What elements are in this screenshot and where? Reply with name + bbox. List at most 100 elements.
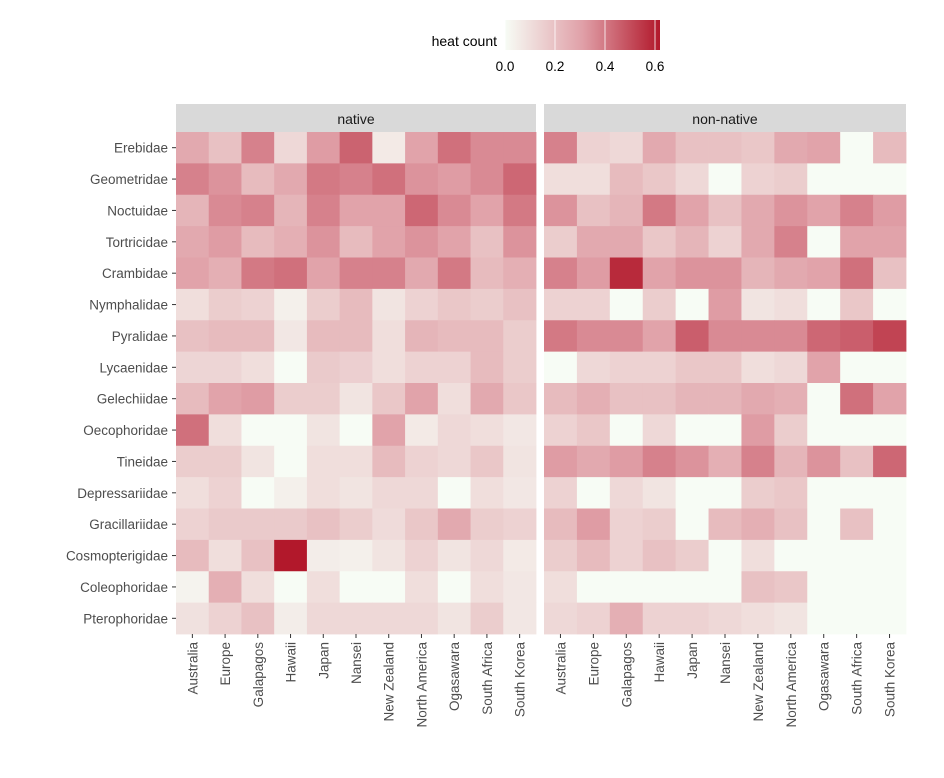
heat-cell bbox=[741, 414, 775, 447]
heat-cell bbox=[405, 132, 439, 164]
y-tick-label: Nymphalidae bbox=[89, 298, 168, 313]
heat-cell bbox=[708, 383, 742, 415]
heat-cell bbox=[176, 414, 210, 447]
heat-cell bbox=[470, 571, 504, 604]
heat-cell bbox=[208, 163, 242, 196]
x-tick-label: Galapagos bbox=[619, 642, 634, 708]
heat-cell bbox=[503, 257, 537, 290]
legend-tick-label: 0.0 bbox=[496, 59, 515, 74]
heat-cell bbox=[405, 288, 439, 321]
heat-cell bbox=[807, 163, 841, 196]
heat-cell bbox=[807, 539, 841, 572]
heat-cell bbox=[405, 320, 439, 353]
heat-cell bbox=[675, 194, 709, 227]
heat-cell bbox=[470, 132, 504, 164]
heat-cell bbox=[306, 257, 341, 290]
heat-cell bbox=[807, 226, 841, 258]
heat-cell bbox=[840, 445, 874, 478]
heat-cell bbox=[405, 257, 439, 290]
heat-cell bbox=[873, 194, 907, 227]
heat-cell bbox=[176, 257, 210, 290]
heat-cell bbox=[306, 320, 341, 353]
heat-cell bbox=[470, 508, 504, 541]
heat-cell bbox=[372, 163, 406, 196]
heat-cell bbox=[372, 194, 406, 227]
x-tick-label: Ogasawara bbox=[817, 642, 832, 712]
legend-tick-label: 0.6 bbox=[646, 59, 665, 74]
heat-cell bbox=[774, 257, 808, 290]
heat-cell bbox=[176, 571, 210, 604]
heat-cell bbox=[503, 477, 537, 509]
heat-cell bbox=[544, 257, 578, 290]
heat-cell bbox=[675, 508, 709, 541]
heat-cell bbox=[176, 508, 210, 541]
heat-cell bbox=[339, 226, 373, 258]
heat-cell bbox=[241, 288, 275, 321]
legend-title: heat count bbox=[432, 33, 497, 49]
heat-cell bbox=[642, 226, 677, 258]
heat-cell bbox=[241, 320, 275, 353]
heat-cell bbox=[675, 383, 709, 415]
heat-cell bbox=[372, 445, 406, 478]
heat-cell bbox=[544, 351, 578, 384]
heat-cell bbox=[873, 288, 907, 321]
heat-cell bbox=[503, 288, 537, 321]
heat-cell bbox=[470, 445, 504, 478]
heat-cell bbox=[807, 508, 841, 541]
heat-cell bbox=[741, 163, 775, 196]
heat-cell bbox=[675, 602, 709, 635]
heat-cell bbox=[642, 194, 677, 227]
heat-cell bbox=[642, 414, 677, 447]
heat-cell bbox=[609, 257, 644, 290]
heat-cell bbox=[241, 508, 275, 541]
heat-cell bbox=[873, 257, 907, 290]
y-tick-label: Tortricidae bbox=[106, 235, 168, 250]
x-tick-label: South Africa bbox=[480, 642, 495, 715]
heat-cell bbox=[241, 132, 275, 164]
heat-cell bbox=[642, 383, 677, 415]
heat-cell bbox=[544, 226, 578, 258]
heat-cell bbox=[708, 414, 742, 447]
heat-cell bbox=[609, 477, 644, 509]
heat-cell bbox=[503, 132, 537, 164]
heat-cell bbox=[576, 414, 611, 447]
x-tick-label: Australia bbox=[553, 642, 568, 695]
heat-cell bbox=[741, 226, 775, 258]
heat-cell bbox=[642, 163, 677, 196]
y-tick-label: Coleophoridae bbox=[80, 580, 168, 595]
heat-cell bbox=[306, 539, 341, 572]
y-tick-label: Erebidae bbox=[114, 141, 168, 156]
heat-cell bbox=[208, 226, 242, 258]
heat-cell bbox=[306, 132, 341, 164]
heat-cell bbox=[741, 477, 775, 509]
heat-cell bbox=[840, 539, 874, 572]
heat-cell bbox=[544, 539, 578, 572]
heat-cell bbox=[576, 163, 611, 196]
heat-cell bbox=[544, 163, 578, 196]
panel-native-cells bbox=[176, 132, 537, 635]
heat-cell bbox=[741, 194, 775, 227]
heat-cell bbox=[437, 226, 471, 258]
heat-cell bbox=[576, 508, 611, 541]
heat-cell bbox=[437, 602, 471, 635]
heat-cell bbox=[741, 257, 775, 290]
heat-cell bbox=[741, 320, 775, 353]
heat-cell bbox=[339, 163, 373, 196]
heat-cell bbox=[675, 539, 709, 572]
heat-cell bbox=[339, 571, 373, 604]
heat-cell bbox=[708, 194, 742, 227]
heat-cell bbox=[372, 508, 406, 541]
heat-cell bbox=[241, 257, 275, 290]
heat-cell bbox=[544, 383, 578, 415]
heat-cell bbox=[642, 477, 677, 509]
heat-cell bbox=[339, 351, 373, 384]
heat-cell bbox=[274, 571, 308, 604]
heat-cell bbox=[176, 226, 210, 258]
heat-cell bbox=[873, 383, 907, 415]
heat-cell bbox=[274, 257, 308, 290]
heat-cell bbox=[774, 163, 808, 196]
heat-cell bbox=[405, 194, 439, 227]
heat-cell bbox=[807, 445, 841, 478]
heat-cell bbox=[741, 445, 775, 478]
heat-cell bbox=[840, 383, 874, 415]
